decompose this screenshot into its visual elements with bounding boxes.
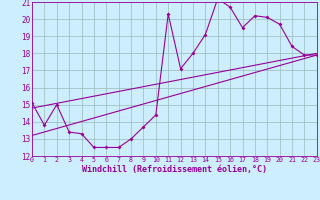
X-axis label: Windchill (Refroidissement éolien,°C): Windchill (Refroidissement éolien,°C)	[82, 165, 267, 174]
